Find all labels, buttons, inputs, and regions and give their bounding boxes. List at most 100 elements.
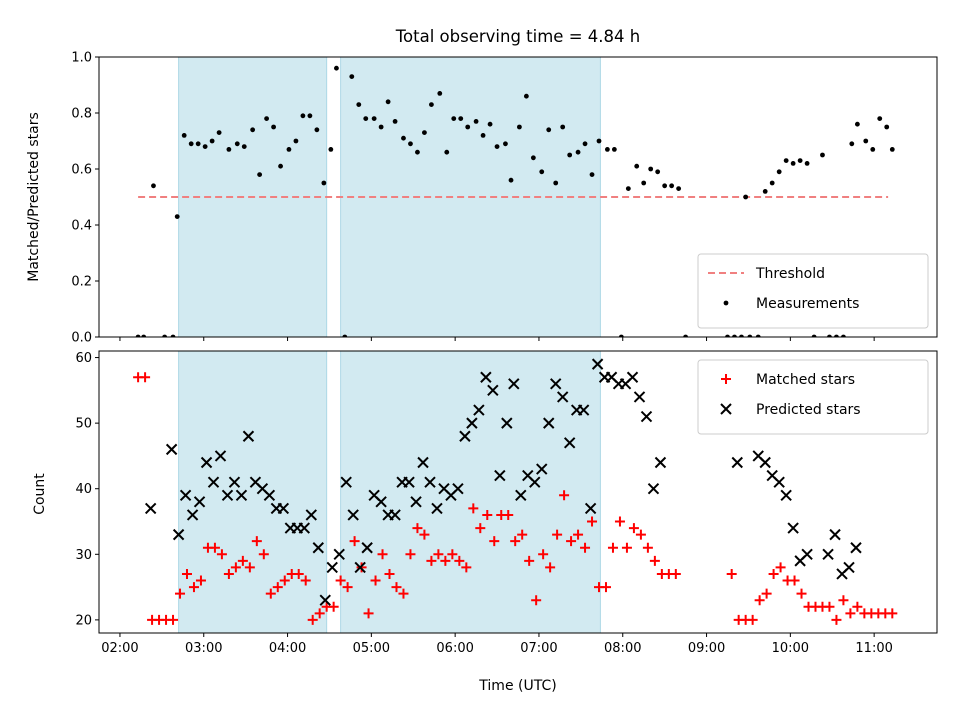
x-axis-label: Time (UTC) — [478, 678, 556, 694]
measurement-point — [422, 130, 427, 136]
predicted-star-point — [347, 509, 359, 521]
x-tick-label: 06:00 — [436, 641, 473, 656]
measurement-point — [725, 334, 730, 337]
y-tick-label: 30 — [75, 548, 92, 563]
predicted-star-point — [228, 476, 241, 488]
measurement-point — [676, 186, 682, 192]
x-tick-label: 03:00 — [185, 641, 222, 656]
measurement-point — [604, 147, 610, 152]
measurement-point — [408, 141, 413, 147]
predicted-star-point — [403, 476, 415, 488]
matched-star-point — [754, 595, 765, 606]
ratio-axes-frame — [98, 56, 938, 338]
measurement-point — [683, 334, 688, 337]
predicted-star-point — [193, 496, 206, 508]
matched-star-point — [237, 555, 248, 566]
matched-star-point — [887, 608, 898, 619]
measurement-point — [553, 180, 559, 186]
matched-star-point — [181, 568, 192, 579]
matched-star-point — [370, 575, 381, 586]
matched-star-point — [824, 601, 835, 612]
matched-star-point — [251, 536, 262, 547]
measurement-point — [342, 334, 348, 337]
predicted-star-point — [459, 430, 471, 442]
matched-star-point — [482, 509, 493, 520]
predicted-star-point — [550, 378, 562, 390]
y-tick-label: 60 — [75, 351, 92, 366]
predicted-star-point — [263, 489, 276, 501]
measurement-point — [162, 334, 168, 337]
y-tick-label: 0.6 — [71, 163, 92, 178]
measurement-point — [618, 334, 624, 337]
x-tick-label: 11:00 — [855, 641, 892, 656]
measurement-point — [804, 161, 810, 166]
predicted-star-point — [563, 437, 576, 449]
legend-label: Matched stars — [756, 372, 855, 388]
measurement-point — [271, 124, 276, 130]
matched-star-point — [293, 568, 304, 579]
matched-star-point — [195, 575, 206, 586]
x-tick-label: 07:00 — [520, 641, 557, 656]
predicted-star-point — [242, 430, 255, 442]
predicted-star-point — [221, 489, 234, 501]
matched-star-point — [768, 568, 779, 579]
measurement-point — [321, 180, 327, 186]
matched-star-point — [559, 490, 570, 501]
matched-star-point — [517, 529, 528, 540]
matched-star-point — [419, 529, 430, 540]
matched-star-point — [649, 555, 660, 566]
measurement-point — [790, 161, 796, 166]
measurement-point — [596, 138, 602, 144]
matched-star-point — [628, 523, 639, 534]
matched-star-point — [775, 562, 786, 573]
matched-star-point — [531, 595, 542, 606]
predicted-star-point — [508, 378, 520, 390]
predicted-star-point — [333, 548, 345, 561]
matched-star-point — [342, 582, 353, 593]
matched-star-point — [454, 555, 465, 566]
measurement-point — [300, 113, 306, 119]
predicted-star-point — [144, 502, 157, 515]
measurement-point — [739, 334, 744, 337]
measurement-point — [611, 147, 617, 152]
measurement-point — [328, 147, 334, 152]
measurement-point — [385, 99, 391, 105]
matched-star-point — [335, 575, 346, 586]
y-axis-label-top: Matched/Predicted stars — [26, 112, 42, 282]
matched-star-point — [552, 529, 563, 540]
matched-star-point — [363, 608, 374, 619]
shaded-interval — [340, 351, 601, 633]
matched-star-point — [168, 614, 179, 625]
predicted-star-point — [543, 417, 555, 429]
measurement-point — [655, 169, 661, 175]
matched-star-point — [838, 595, 849, 606]
chart-title: Total observing time = 4.84 h — [395, 27, 640, 46]
y-tick-label: 1.0 — [71, 51, 92, 66]
predicted-star-point — [452, 483, 464, 495]
matched-star-point — [566, 536, 577, 547]
measurement-point — [195, 141, 201, 147]
predicted-star-point — [584, 502, 597, 515]
measurement-point — [264, 116, 269, 121]
predicted-star-point — [200, 456, 213, 469]
predicted-star-point — [235, 489, 248, 501]
legend-box — [697, 253, 929, 329]
predicted-star-point — [354, 561, 366, 574]
matched-star-point — [398, 588, 409, 599]
matched-star-point — [796, 588, 807, 599]
measurement-point — [662, 183, 668, 189]
x-tick-label: 04:00 — [269, 641, 306, 656]
predicted-star-point — [654, 456, 667, 469]
measurement-point — [181, 133, 187, 138]
matched-star-point — [845, 608, 856, 619]
predicted-star-point — [591, 358, 604, 370]
measurement-point — [625, 186, 631, 192]
matched-star-point — [538, 549, 549, 560]
matched-star-point — [188, 582, 199, 593]
matched-star-point — [621, 542, 632, 553]
measurement-point — [648, 166, 654, 172]
predicted-star-point — [850, 542, 862, 554]
measurement-point — [539, 169, 545, 175]
y-tick-label: 20 — [75, 613, 92, 628]
